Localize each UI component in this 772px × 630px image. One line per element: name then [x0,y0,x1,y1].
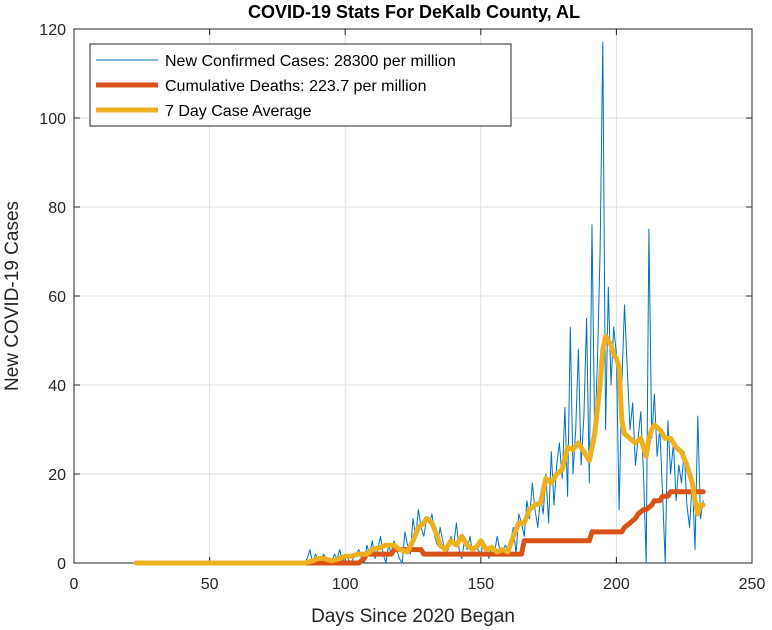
x-tick-label: 100 [332,576,359,593]
x-axis-label: Days Since 2020 Began [311,606,515,627]
x-tick-label: 150 [467,576,494,593]
x-tick-label: 0 [70,576,79,593]
y-tick-label: 60 [48,289,66,306]
legend-box [89,43,512,127]
y-tick-label: 20 [48,467,66,484]
series-group [133,41,706,566]
legend-label-new-cases: New Confirmed Cases: 28300 per million [165,53,456,70]
y-tick-label: 40 [48,378,66,395]
y-axis: 0 20 40 60 80 100 120 [39,22,752,573]
y-tick-label: 0 [57,556,66,573]
y-tick-label: 120 [39,22,66,39]
y-tick-label: 100 [39,111,66,128]
y-tick-label: 80 [48,200,66,217]
x-tick-label: 250 [739,576,766,593]
x-tick-label: 50 [201,576,219,593]
y-axis-label: New COVID-19 Cases [2,201,23,391]
x-axis: 0 50 100 150 200 250 [70,29,766,593]
legend: New Confirmed Cases: 28300 per million C… [89,43,512,127]
legend-label-average: 7 Day Case Average [165,103,312,120]
chart-title: COVID-19 Stats For DeKalb County, AL [248,2,580,22]
x-tick-label: 200 [603,576,630,593]
series-7-day-average [133,333,706,566]
series-cumulative-deaths [133,489,706,566]
legend-label-deaths: Cumulative Deaths: 223.7 per million [165,78,426,95]
